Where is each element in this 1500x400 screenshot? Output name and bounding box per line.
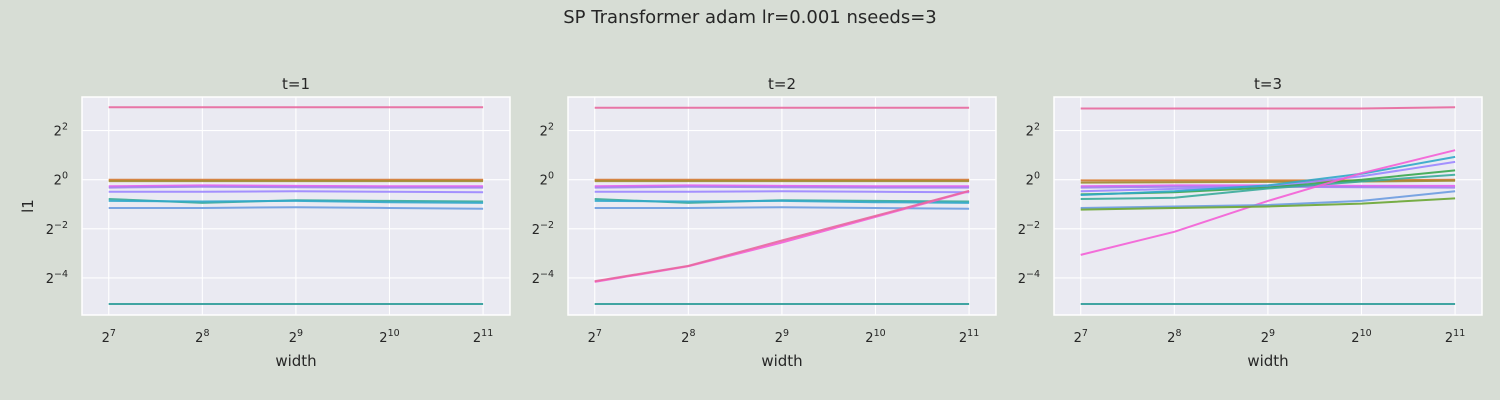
y-tick-label: 2−4	[46, 269, 68, 287]
y-tick-label: 22	[54, 122, 68, 140]
x-tick-label: 211	[473, 328, 493, 346]
x-tick-label: 29	[1261, 328, 1275, 346]
y-tick-label: 20	[1026, 171, 1040, 189]
series-line-12	[1080, 197, 1456, 211]
series-line-3	[1080, 179, 1456, 184]
series-line-9	[108, 206, 484, 210]
series-line-8	[1080, 173, 1456, 200]
series-line-8	[594, 199, 970, 204]
y-tick-label: 22	[1026, 122, 1040, 140]
y-tick-label: 20	[540, 171, 554, 189]
x-axis-label: width	[1247, 352, 1288, 370]
series-line-5	[108, 185, 484, 189]
x-tick-label: 211	[1445, 328, 1465, 346]
x-axis-label: width	[275, 352, 316, 370]
figure-suptitle: SP Transformer adam lr=0.001 nseeds=3	[563, 7, 936, 28]
series-line-5	[594, 185, 970, 189]
y-tick-label: 22	[540, 122, 554, 140]
y-tick-label: 2−2	[532, 220, 554, 238]
series-line-6	[108, 190, 484, 194]
x-tick-label: 29	[775, 328, 789, 346]
series-line-6	[594, 190, 970, 194]
x-axis-label: width	[761, 352, 802, 370]
series-line-11	[1080, 190, 1456, 209]
y-tick-label: 2−2	[1018, 220, 1040, 238]
y-axis-label: l1	[19, 199, 37, 213]
panel-2: 27 28 29 210 211 2−4 2−2 20 22 t=2 width	[532, 75, 997, 370]
x-tick-label: 210	[1351, 328, 1371, 346]
panel-1: 27 28 29 210 211 2−4 2−2 20 22 t=1 width	[46, 75, 511, 370]
panel-3: 27 28 29 210 211 2−4 2−2 20 22 t=3 width	[1018, 75, 1483, 370]
y-tick-label: 20	[54, 171, 68, 189]
panel-title: t=3	[1254, 75, 1282, 93]
panel-title: t=1	[282, 75, 310, 93]
x-tick-label: 28	[195, 328, 209, 346]
x-tick-label: 28	[681, 328, 695, 346]
y-tick-label: 2−4	[532, 269, 554, 287]
series-line-4	[108, 184, 484, 188]
x-tick-label: 28	[1167, 328, 1181, 346]
series-line-9	[1080, 155, 1456, 196]
series-line-10	[1080, 149, 1456, 256]
panel-title: t=2	[768, 75, 796, 93]
x-tick-label: 27	[1074, 328, 1088, 346]
series-line-8	[108, 199, 484, 204]
x-tick-label: 210	[865, 328, 885, 346]
y-tick-label: 2−2	[46, 220, 68, 238]
y-tick-label: 2−4	[1018, 269, 1040, 287]
series-line-1	[1080, 106, 1456, 110]
x-tick-label: 27	[102, 328, 116, 346]
x-tick-label: 27	[588, 328, 602, 346]
series-line-11	[594, 189, 970, 283]
x-tick-label: 210	[379, 328, 399, 346]
x-tick-label: 29	[289, 328, 303, 346]
series-line-4	[594, 184, 970, 188]
x-tick-label: 211	[959, 328, 979, 346]
